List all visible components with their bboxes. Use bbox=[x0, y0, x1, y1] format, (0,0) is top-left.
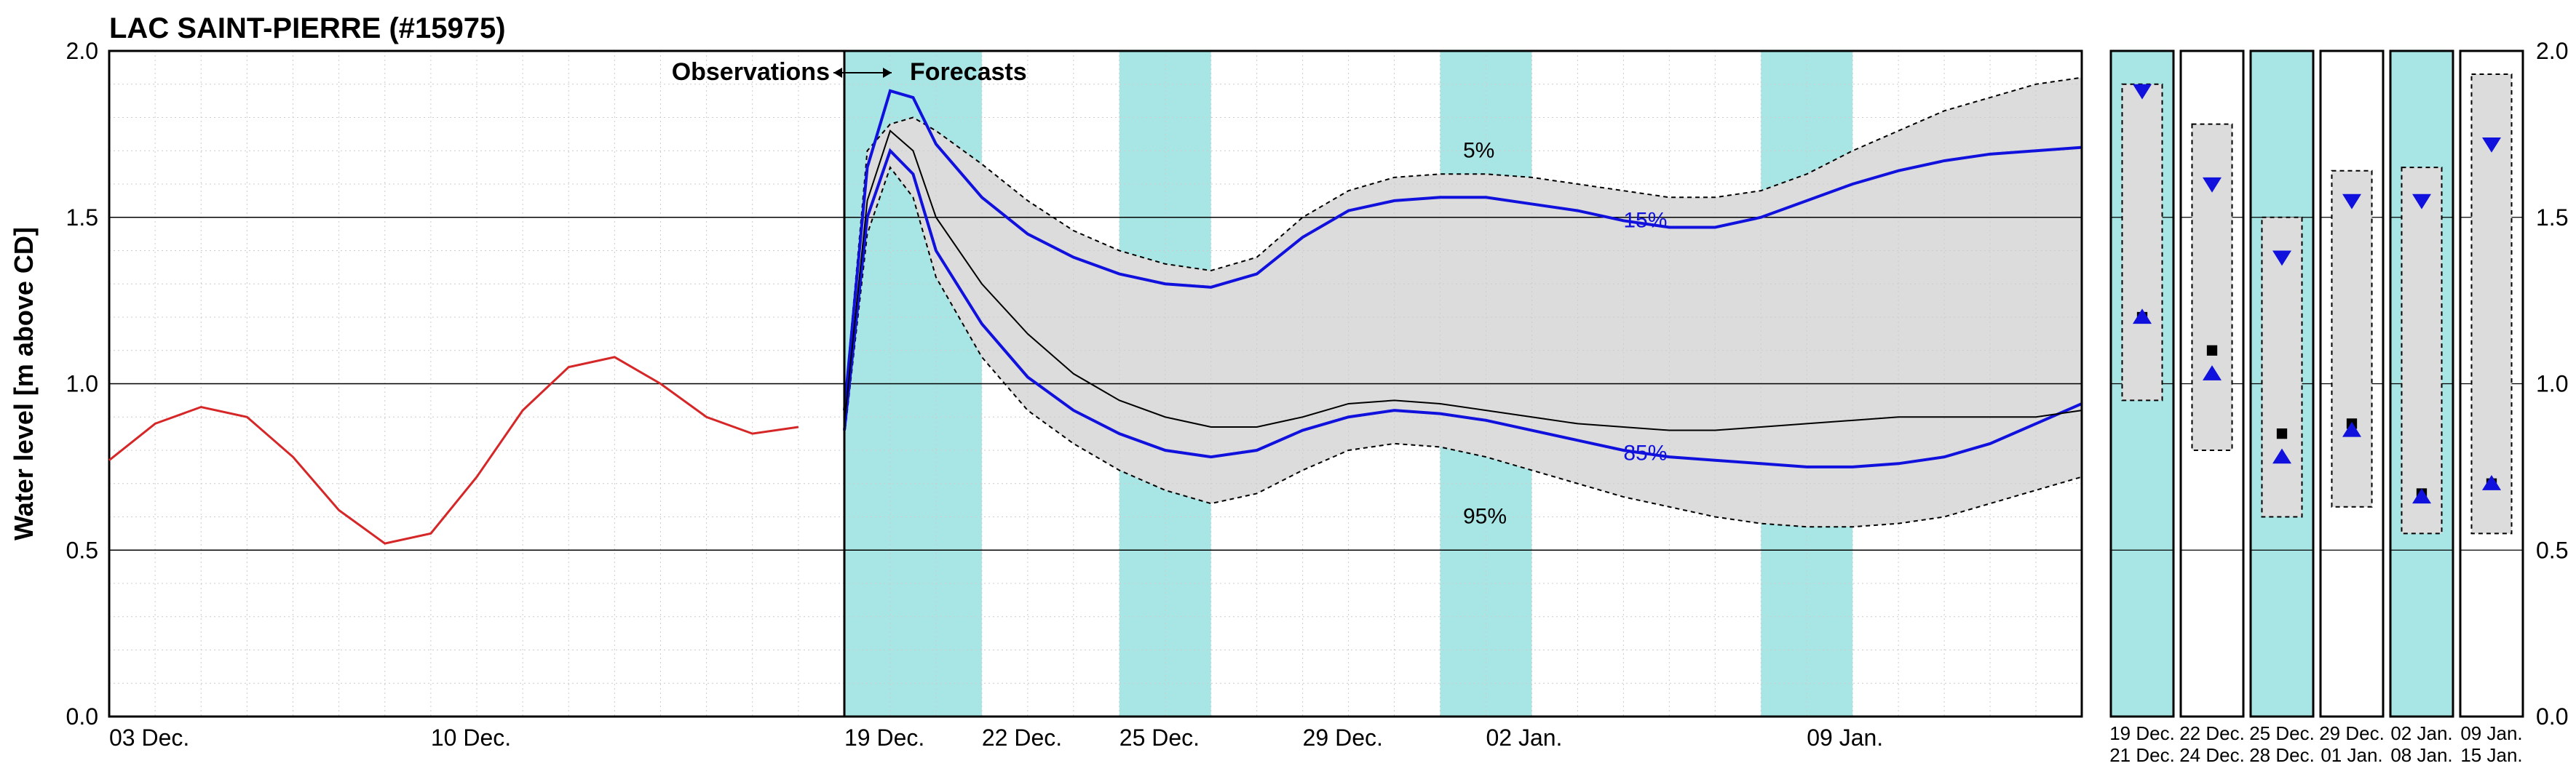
median-marker bbox=[2277, 428, 2287, 439]
forecast-range-box bbox=[2122, 84, 2162, 401]
svg-text:0.0: 0.0 bbox=[66, 703, 98, 730]
svg-text:1.5: 1.5 bbox=[2536, 204, 2568, 231]
svg-text:22 Dec.: 22 Dec. bbox=[982, 725, 1062, 751]
svg-text:1.5: 1.5 bbox=[66, 204, 98, 231]
svg-text:19 Dec.: 19 Dec. bbox=[2109, 722, 2175, 744]
svg-text:95%: 95% bbox=[1463, 505, 1507, 529]
svg-text:0.5: 0.5 bbox=[2536, 537, 2568, 563]
svg-text:02 Jan.: 02 Jan. bbox=[1486, 725, 1562, 751]
svg-text:25 Dec.: 25 Dec. bbox=[1119, 725, 1200, 751]
forecast-range-box bbox=[2331, 171, 2371, 507]
forecast-box bbox=[2321, 51, 2383, 717]
svg-text:24 Dec.: 24 Dec. bbox=[2179, 744, 2245, 766]
median-marker bbox=[2207, 346, 2217, 356]
svg-text:0.0: 0.0 bbox=[2536, 703, 2568, 730]
water-level-forecast-chart: LAC SAINT-PIERRE (#15975) Water level [m … bbox=[0, 0, 2576, 766]
svg-text:LAC SAINT-PIERRE (#15975): LAC SAINT-PIERRE (#15975) bbox=[109, 12, 506, 44]
svg-text:85%: 85% bbox=[1623, 442, 1667, 466]
svg-text:15 Jan.: 15 Jan. bbox=[2460, 744, 2522, 766]
forecast-box bbox=[2251, 51, 2313, 717]
svg-text:10 Dec.: 10 Dec. bbox=[431, 725, 511, 751]
forecast-box bbox=[2460, 51, 2523, 717]
svg-text:25 Dec.: 25 Dec. bbox=[2249, 722, 2315, 744]
svg-text:Water level [m above CD]: Water level [m above CD] bbox=[9, 227, 39, 540]
svg-text:01 Jan.: 01 Jan. bbox=[2321, 744, 2382, 766]
svg-text:09 Jan.: 09 Jan. bbox=[2460, 722, 2522, 744]
svg-text:1.0: 1.0 bbox=[66, 371, 98, 397]
svg-text:29 Dec.: 29 Dec. bbox=[2319, 722, 2385, 744]
svg-text:1.0: 1.0 bbox=[2536, 371, 2568, 397]
svg-text:15%: 15% bbox=[1623, 208, 1667, 232]
svg-text:28 Dec.: 28 Dec. bbox=[2249, 744, 2315, 766]
svg-text:5%: 5% bbox=[1463, 138, 1494, 162]
forecast-box bbox=[2111, 51, 2173, 717]
svg-text:Observations: Observations bbox=[672, 58, 830, 86]
forecast-range-box bbox=[2401, 167, 2441, 533]
svg-text:09 Jan.: 09 Jan. bbox=[1807, 725, 1883, 751]
svg-text:29 Dec.: 29 Dec. bbox=[1303, 725, 1383, 751]
svg-text:21 Dec.: 21 Dec. bbox=[2109, 744, 2175, 766]
svg-text:08 Jan.: 08 Jan. bbox=[2390, 744, 2452, 766]
forecast-range-box bbox=[2192, 124, 2232, 450]
svg-text:2.0: 2.0 bbox=[66, 38, 98, 64]
forecast-box bbox=[2390, 51, 2453, 717]
svg-text:19 Dec.: 19 Dec. bbox=[844, 725, 924, 751]
forecast-box bbox=[2181, 51, 2243, 717]
svg-text:22 Dec.: 22 Dec. bbox=[2179, 722, 2245, 744]
svg-text:02 Jan.: 02 Jan. bbox=[2390, 722, 2452, 744]
svg-text:03 Dec.: 03 Dec. bbox=[109, 725, 189, 751]
svg-text:2.0: 2.0 bbox=[2536, 38, 2568, 64]
svg-text:0.5: 0.5 bbox=[66, 537, 98, 563]
svg-text:Forecasts: Forecasts bbox=[910, 58, 1027, 86]
